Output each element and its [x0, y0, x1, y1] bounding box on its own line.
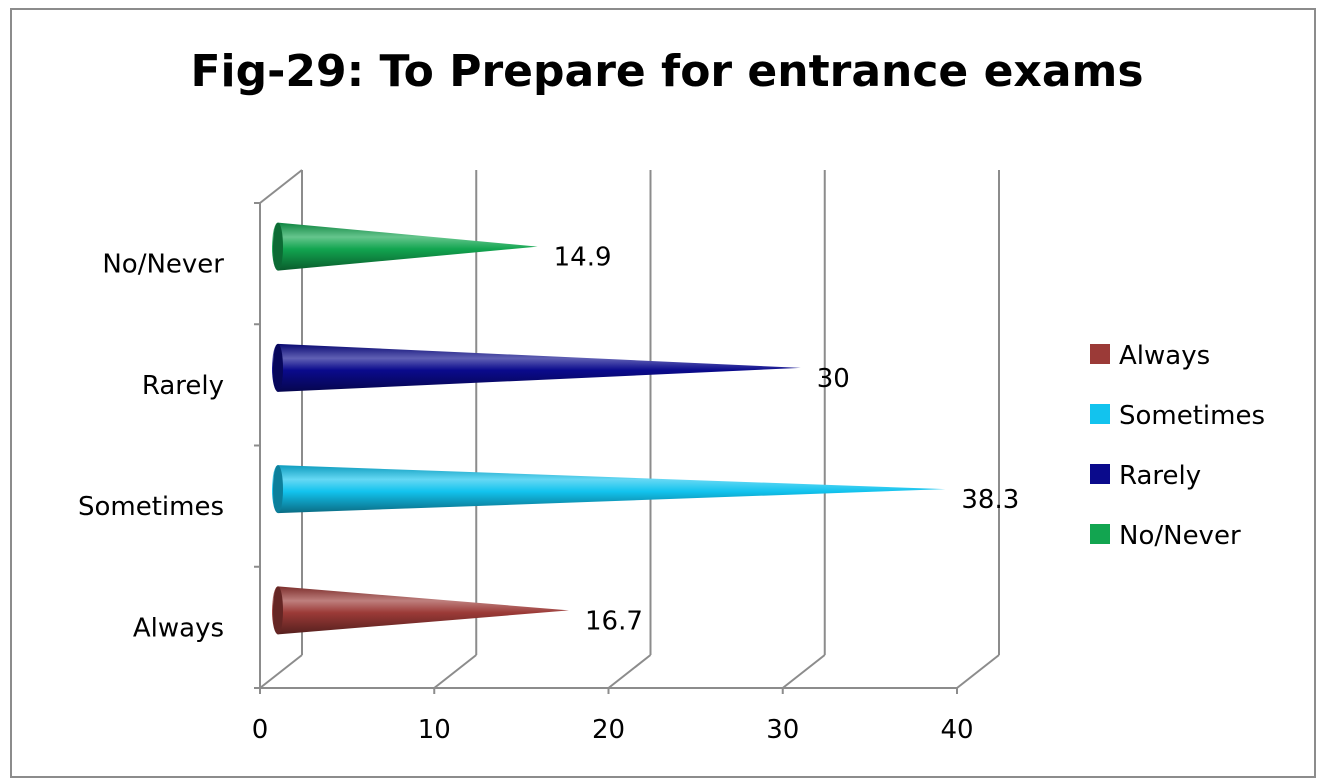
legend-swatch-rarely: [1090, 464, 1110, 484]
cone-bar-no-never: [272, 222, 538, 271]
cone-base-no-never: [273, 222, 283, 271]
labels: 0 10 20 30 40 Always Sometimes Rarely No/Never 16…: [78, 243, 1019, 745]
x-tick-label: 40: [940, 715, 973, 745]
legend-label-sometimes: Sometimes: [1119, 401, 1265, 431]
cone-base-always: [273, 586, 283, 635]
category-label-sometimes: Sometimes: [78, 492, 224, 522]
data-label-no-never: 14.9: [554, 243, 612, 273]
data-label-always: 16.7: [585, 606, 643, 636]
floor-gridline: [433, 654, 477, 689]
floor-gridline: [259, 654, 303, 689]
floor-gridline: [782, 654, 826, 689]
category-label-always: Always: [133, 613, 224, 643]
x-tick-label: 20: [592, 715, 625, 745]
cone-bars: [272, 222, 946, 635]
legend-swatch-no-never: [1090, 524, 1110, 544]
legend-label-rarely: Rarely: [1119, 461, 1201, 491]
cone-bar-sometimes: [272, 465, 946, 514]
x-tick-label: 10: [418, 715, 451, 745]
category-label-no-never: No/Never: [102, 250, 224, 280]
x-tick-label: 0: [252, 715, 269, 745]
data-label-rarely: 30: [817, 364, 850, 394]
cone-bar-always: [272, 586, 569, 635]
legend-label-no-never: No/Never: [1119, 521, 1241, 551]
data-label-sometimes: 38.3: [961, 485, 1019, 515]
cone-base-rarely: [273, 343, 283, 392]
floor-gridline: [607, 654, 652, 689]
chart-frame: [10, 8, 1316, 778]
legend: Always Sometimes Rarely No/Never: [1090, 341, 1265, 551]
side-wall-top-edge: [259, 169, 303, 204]
cone-bar-rarely: [272, 343, 801, 392]
x-tick-label: 30: [766, 715, 799, 745]
gridlines: [259, 170, 1000, 689]
legend-swatch-sometimes: [1090, 404, 1110, 424]
cone-base-sometimes: [273, 465, 283, 514]
category-label-rarely: Rarely: [142, 371, 224, 401]
axes: [254, 202, 958, 694]
floor-gridline: [956, 654, 1000, 689]
legend-label-always: Always: [1119, 341, 1210, 371]
legend-swatch-always: [1090, 344, 1110, 364]
chart-title: Fig-29: To Prepare for entrance exams: [190, 46, 1144, 97]
